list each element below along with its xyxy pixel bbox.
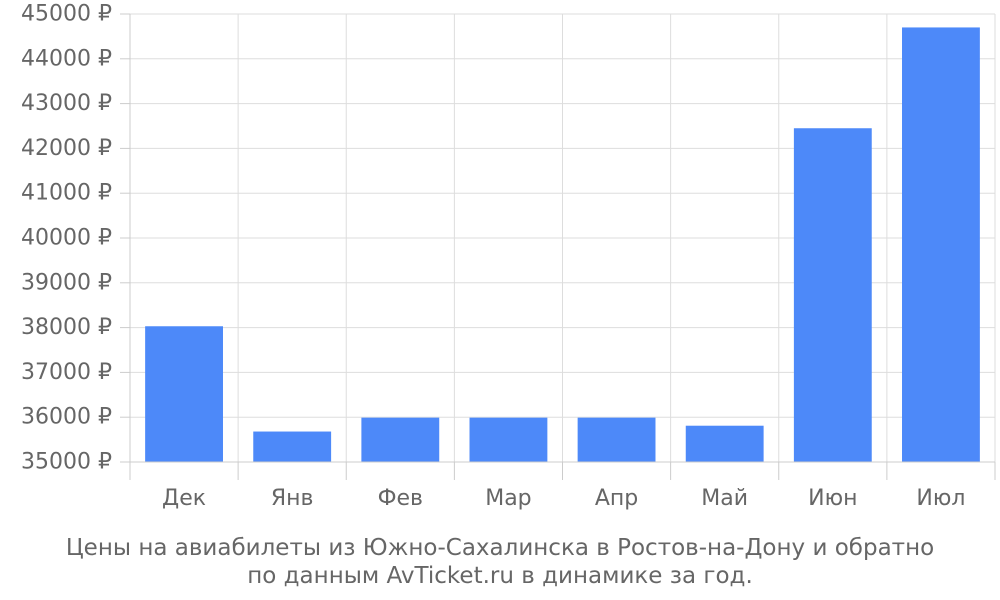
bar-5 [577, 417, 656, 462]
y-tick-label: 43000 ₽ [21, 91, 112, 116]
x-tick-label: Апр [595, 486, 638, 511]
x-axis-labels: Дек Янв Фев Мар Апр Май Июн Июл [162, 486, 965, 511]
bar-4 [469, 417, 548, 462]
y-tick-label: 39000 ₽ [21, 270, 112, 295]
bar-6 [685, 425, 764, 462]
chart-caption-line-1: Цены на авиабилеты из Южно-Сахалинска в … [65, 535, 935, 561]
y-tick-label: 38000 ₽ [21, 315, 112, 340]
bar-8 [902, 27, 980, 462]
bar-1 [145, 326, 223, 462]
bars [145, 27, 980, 463]
y-tick-label: 44000 ₽ [21, 46, 112, 71]
x-tick-label: Дек [162, 486, 206, 511]
y-axis-labels: 35000 ₽ 36000 ₽ 37000 ₽ 38000 ₽ 39000 ₽ 40000… [21, 2, 112, 475]
bar-7 [793, 128, 872, 463]
x-tick-label: Июн [808, 486, 857, 511]
y-tick-label: 40000 ₽ [21, 226, 112, 251]
y-tick-label: 42000 ₽ [21, 136, 112, 161]
y-tick-label: 36000 ₽ [21, 405, 112, 430]
x-tick-label: Июл [916, 486, 965, 511]
bar-2 [253, 431, 332, 462]
y-tick-label: 37000 ₽ [21, 360, 112, 385]
bar-3 [361, 417, 440, 462]
axes [120, 13, 996, 480]
x-tick-label: Янв [271, 486, 314, 511]
chart-caption-line-2: по данным AvTicket.ru в динамике за год. [247, 563, 753, 589]
x-tick-label: Май [701, 486, 748, 511]
x-tick-label: Фев [378, 486, 423, 511]
y-tick-label: 41000 ₽ [21, 181, 112, 206]
y-tick-label: 35000 ₽ [21, 450, 112, 475]
y-tick-label: 45000 ₽ [21, 2, 112, 27]
x-tick-label: Мар [485, 486, 531, 511]
